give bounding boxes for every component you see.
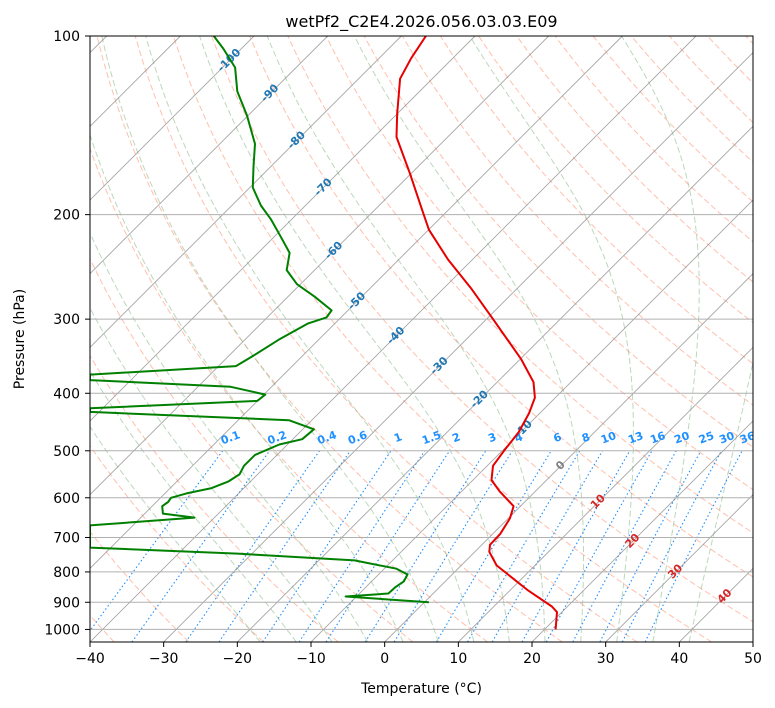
- mixing-ratio-label: 10: [599, 429, 618, 447]
- isotherm: [310, 199, 753, 642]
- x-tick-label: −40: [75, 651, 105, 667]
- x-tick-label: −10: [296, 651, 326, 667]
- isotherm: [163, 52, 753, 642]
- mixing-ratio-label: 6: [552, 430, 564, 445]
- mixing-ratio-line: [90, 450, 224, 632]
- dry-adiabat: [439, 36, 753, 365]
- moist-adiabat: [90, 370, 297, 642]
- mixing-ratio-label: 0.6: [346, 428, 369, 447]
- mixing-ratio-line: [644, 450, 743, 642]
- y-tick-label: 100: [53, 29, 80, 45]
- y-tick-label: 900: [53, 595, 80, 611]
- mixing-ratio-label: 16: [648, 429, 667, 447]
- dry-adiabat: [96, 36, 563, 642]
- dry-adiabat: [211, 36, 753, 623]
- mixing-ratio-label: 30: [717, 429, 736, 447]
- x-axis-title: Temperature (°C): [360, 681, 482, 697]
- moist-adiabat: [266, 36, 546, 642]
- y-tick-label: 700: [53, 531, 80, 547]
- y-tick-label: 1000: [44, 622, 80, 638]
- mixing-ratio-line: [364, 450, 487, 642]
- plot-frame: [89, 35, 754, 643]
- x-tick-label: 30: [597, 651, 615, 667]
- mixing-ratio-line: [599, 450, 702, 642]
- dry-adiabat: [134, 36, 638, 642]
- y-tick-label: 600: [53, 491, 80, 507]
- dry-adiabat: [90, 147, 488, 642]
- isotherm: [90, 36, 402, 348]
- mixing-ratio-label: 0.2: [266, 428, 289, 447]
- isotherm: [458, 346, 753, 642]
- y-tick-label: 800: [53, 565, 80, 581]
- isotherm: [531, 420, 753, 642]
- mixing-ratio-label: 20: [673, 429, 692, 447]
- mixing-ratio-label: 1: [392, 430, 404, 445]
- y-tick-label: 300: [53, 312, 80, 328]
- y-tick-label: 400: [53, 386, 80, 402]
- isotherm: [384, 273, 753, 642]
- dry-adiabat: [249, 36, 753, 578]
- moist-adiabat: [90, 425, 261, 642]
- mixing-ratio-label: 2: [451, 430, 463, 445]
- mixing-ratio-label: 8: [580, 430, 592, 445]
- dry-adiabat: [90, 444, 264, 642]
- mixing-ratio-line: [262, 450, 392, 642]
- mixing-ratio-label: 0.1: [219, 428, 242, 447]
- x-tick-label: −20: [223, 651, 253, 667]
- moist-adiabat: [145, 36, 475, 642]
- mixing-ratio-label: 36: [738, 429, 757, 447]
- chart-title: wetPf2_C2E4.2026.056.03.03.E09: [285, 12, 557, 32]
- moist-adiabat: [199, 36, 510, 642]
- moist-adiabat: [101, 36, 439, 642]
- mixing-ratio-line: [572, 450, 677, 642]
- isotherm: [90, 36, 549, 496]
- y-axis: 100 200 300 400 500 600 700 800 900 1000: [44, 29, 90, 638]
- x-tick-label: 20: [523, 651, 541, 667]
- dry-adiabat: [401, 36, 753, 406]
- mixing-ratio-line: [545, 450, 653, 642]
- mixing-ratio-label: 13: [626, 429, 645, 446]
- isotherm: [90, 36, 328, 275]
- x-tick-label: −30: [149, 651, 179, 667]
- mixing-ratio-label: 25: [697, 429, 716, 446]
- moist-adiabat: [90, 231, 369, 642]
- moist-adiabat: [621, 36, 700, 642]
- x-tick-label: 10: [449, 651, 467, 667]
- mixing-ratio-label: 0.4: [316, 428, 339, 447]
- mixing-ratio-line: [435, 450, 552, 642]
- moist-adiabat: [354, 36, 584, 642]
- isotherm: [90, 36, 255, 201]
- mixing-ratio-line: [298, 450, 426, 642]
- isotherm: [90, 36, 476, 422]
- isotherm: [605, 494, 753, 642]
- dry-adiabat: [90, 354, 339, 642]
- pressure-gridlines: [90, 36, 753, 630]
- isotherm: [90, 36, 623, 569]
- profile-lines: [90, 36, 558, 630]
- dry-adiabat: [90, 530, 190, 642]
- temperature-line: [395, 36, 558, 630]
- mixing-ratio-line: [218, 450, 351, 642]
- mixing-ratio-label: 3: [487, 430, 499, 445]
- y-axis-title: Pressure (hPa): [12, 289, 28, 389]
- dry-adiabat: [516, 36, 753, 283]
- mixing-ratio-line: [131, 450, 271, 642]
- isotherm: [90, 36, 697, 642]
- x-tick-label: 0: [380, 651, 389, 667]
- x-tick-label: 40: [670, 651, 688, 667]
- skewed-isotherms: [90, 36, 753, 642]
- isotherm: [237, 125, 753, 642]
- dewpoint-line: [90, 36, 429, 604]
- y-tick-label: 200: [53, 208, 80, 224]
- x-tick-label: 50: [744, 651, 762, 667]
- mixing-ratio-label: 4: [513, 430, 525, 445]
- mixing-ratio-label: 1.5: [420, 428, 443, 447]
- y-tick-label: 500: [53, 444, 80, 460]
- mixing-ratio-line: [521, 450, 631, 642]
- mixing-ratio-line: [185, 450, 321, 642]
- plot-area: -100-90-80-70-60-50-40-30-20-10010203040…: [90, 36, 757, 642]
- x-axis: −40 −30 −20 −10 0 10 20 30 40 50: [75, 642, 762, 667]
